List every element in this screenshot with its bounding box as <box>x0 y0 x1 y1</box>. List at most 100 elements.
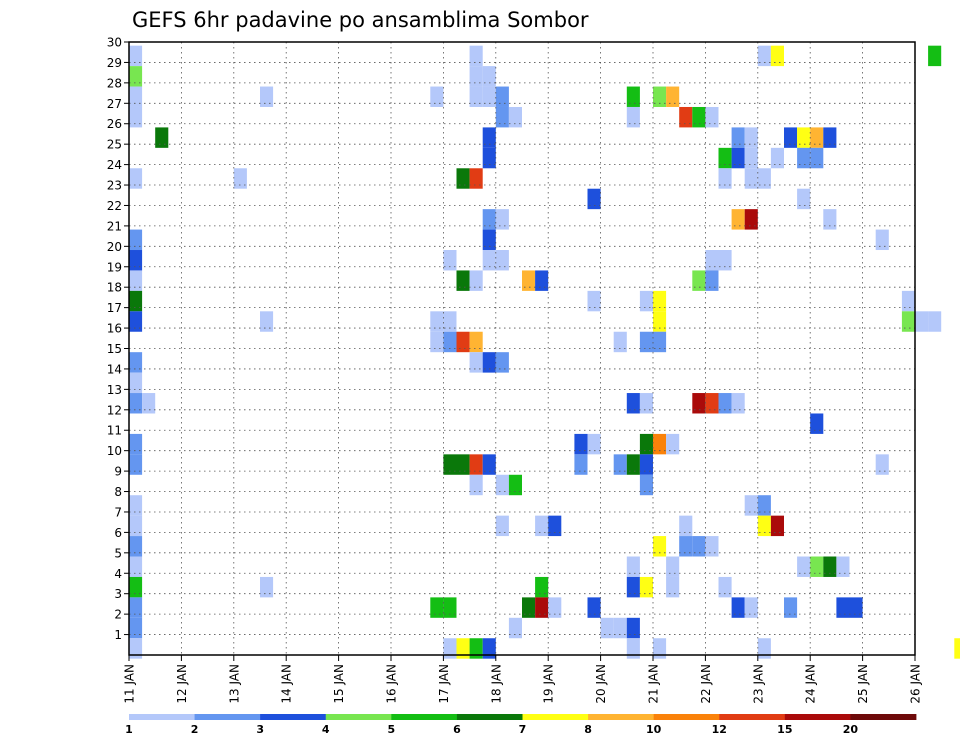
heatmap-cell <box>692 536 706 557</box>
heatmap-cell <box>430 311 444 332</box>
heatmap-cell <box>692 270 706 291</box>
heatmap-cell <box>928 45 942 67</box>
x-tick-label: 15 JAN <box>332 664 346 704</box>
heatmap-cell <box>482 127 496 148</box>
heatmap-cell <box>626 576 640 598</box>
heatmap-cell <box>260 86 274 107</box>
colorbar-label: 15 <box>777 723 792 736</box>
y-tick-label: 13 <box>107 383 122 397</box>
colorbar-label: 20 <box>843 723 859 736</box>
heatmap-cell <box>482 352 496 373</box>
heatmap-cell <box>626 454 640 475</box>
heatmap-cell <box>548 515 562 537</box>
y-tick-label: 27 <box>107 97 122 111</box>
heatmap-cell <box>535 597 549 618</box>
heatmap-cell <box>679 515 693 537</box>
heatmap-cell <box>142 393 156 414</box>
heatmap-cell <box>456 168 470 189</box>
heatmap-cell <box>129 433 143 455</box>
heatmap-cell <box>810 413 824 434</box>
heatmap-cell <box>757 495 771 516</box>
y-tick-label: 24 <box>107 158 122 172</box>
heatmap-cell <box>797 188 811 210</box>
heatmap-cell <box>129 45 143 67</box>
heatmap-cell <box>495 86 509 107</box>
x-tick-label: 21 JAN <box>647 664 661 704</box>
heatmap-cell <box>482 638 496 659</box>
heatmap-cell <box>613 454 627 475</box>
heatmap-cell <box>129 311 143 332</box>
heatmap-cell <box>456 454 470 475</box>
heatmap-cell <box>129 106 143 128</box>
heatmap-cell <box>784 127 798 148</box>
heatmap-cell <box>129 638 143 659</box>
heatmap-cell <box>129 229 143 251</box>
heatmap-cell <box>129 86 143 107</box>
heatmap-cell <box>443 597 457 618</box>
heatmap-cell <box>430 86 444 107</box>
heatmap-cell <box>653 86 667 107</box>
heatmap-cell <box>626 106 640 128</box>
heatmap-cell <box>443 311 457 332</box>
heatmap-cell <box>810 556 824 577</box>
heatmap-cell <box>954 638 960 659</box>
x-tick-label: 16 JAN <box>385 664 399 704</box>
heatmap-cell <box>666 556 680 577</box>
heatmap-cell <box>915 311 929 332</box>
y-tick-label: 26 <box>107 117 122 131</box>
x-tick-label: 11 JAN <box>123 664 137 704</box>
y-tick-label: 4 <box>114 567 122 581</box>
colorbar-label: 7 <box>519 723 527 736</box>
y-tick-label: 7 <box>114 505 122 519</box>
heatmap-cell <box>129 617 143 639</box>
heatmap-cell <box>587 433 601 455</box>
heatmap-cell <box>718 168 732 189</box>
heatmap-cell <box>901 290 915 312</box>
heatmap-cell <box>587 597 601 618</box>
heatmap-cell <box>574 454 588 475</box>
heatmap-cell <box>443 638 457 659</box>
heatmap-cell <box>797 147 811 169</box>
heatmap-cell <box>469 66 483 87</box>
y-tick-label: 29 <box>107 56 122 70</box>
heatmap-cell <box>129 393 143 414</box>
heatmap-cell <box>836 597 850 618</box>
heatmap-cell <box>508 106 522 128</box>
heatmap-cell <box>469 454 483 475</box>
heatmap-cell <box>469 638 483 659</box>
heatmap-cell <box>260 576 274 598</box>
heatmap-cell <box>155 127 169 148</box>
heatmap-cell <box>875 454 889 475</box>
heatmap-cell <box>810 147 824 169</box>
y-tick-label: 14 <box>107 362 122 376</box>
heatmap-cell <box>639 454 653 475</box>
colorbar-label: 6 <box>453 723 461 736</box>
heatmap-cell <box>692 106 706 128</box>
heatmap-cell <box>705 393 719 414</box>
heatmap-cell <box>744 147 758 169</box>
heatmap-cell <box>129 597 143 618</box>
heatmap-cell <box>770 45 784 67</box>
colorbar-swatch <box>129 714 195 720</box>
y-tick-label: 1 <box>114 628 122 642</box>
y-tick-label: 3 <box>114 587 122 601</box>
heatmap-cell <box>692 393 706 414</box>
x-tick-label: 23 JAN <box>751 664 765 704</box>
heatmap-cell <box>797 127 811 148</box>
heatmap-cell <box>443 250 457 271</box>
heatmap-cell <box>129 576 143 598</box>
heatmap-cell <box>456 638 470 659</box>
heatmap-cell <box>495 352 509 373</box>
colorbar-label: 1 <box>125 723 133 736</box>
colorbar-swatch <box>456 714 523 720</box>
heatmap-cell <box>129 556 143 577</box>
x-tick-label: 13 JAN <box>227 664 241 704</box>
heatmap-cell <box>495 250 509 271</box>
colorbar-swatch <box>719 714 786 720</box>
heatmap-cell <box>443 331 457 353</box>
y-tick-label: 5 <box>114 546 122 560</box>
y-tick-label: 23 <box>107 179 122 193</box>
x-tick-label: 19 JAN <box>542 664 556 704</box>
heatmap-cell <box>430 331 444 353</box>
heatmap-cell <box>626 393 640 414</box>
